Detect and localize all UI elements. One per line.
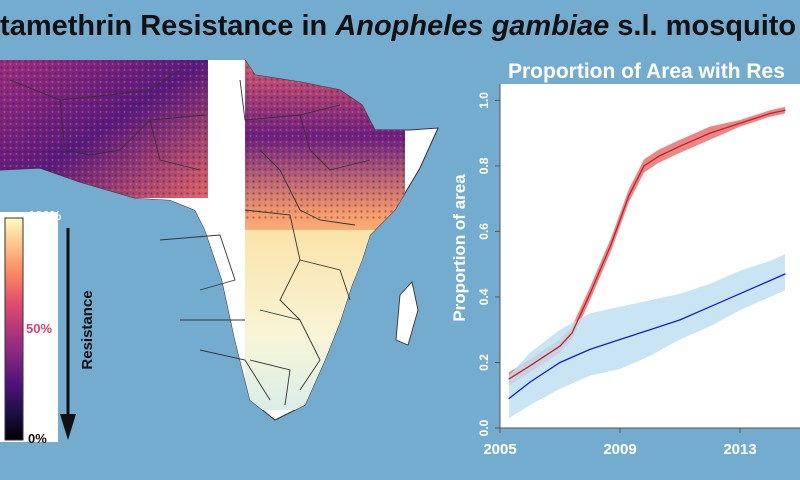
y-tick-label: 0.4 [477, 288, 491, 305]
legend-label-50: 50% [26, 321, 52, 336]
title-prefix: ltamethrin Resistance in [0, 10, 336, 42]
y-tick-label: 0.2 [477, 354, 491, 371]
legend-colorbar [4, 217, 24, 441]
resistance-legend: 100% 50% 0% Resistance [0, 208, 96, 446]
series-1-point [589, 348, 591, 350]
series-0-confidence-band [509, 106, 785, 386]
y-tick-label: 1.0 [477, 92, 491, 109]
chart-title: Proportion of Area with Res [508, 60, 785, 83]
figure-title: ltamethrin Resistance in Anopheles gambi… [0, 4, 800, 48]
series-0-line [508, 109, 786, 380]
madagascar [395, 281, 419, 346]
title-suffix: s.l. mosquito [609, 10, 797, 42]
series-0-point [679, 145, 681, 147]
series-1-point [649, 329, 651, 331]
legend-label-0: 0% [28, 431, 47, 446]
series-0-point [739, 122, 741, 124]
series-1-point [679, 319, 681, 321]
series-1-point [529, 381, 531, 383]
x-tick-label: 2009 [603, 441, 636, 458]
series-0-point [658, 155, 660, 157]
series-0-point [559, 345, 561, 347]
series-0-point [628, 194, 630, 196]
series-1-point [508, 397, 510, 400]
africa-resistance-map [0, 60, 439, 421]
series-1-point [709, 306, 711, 308]
y-tick-label: 0.0 [477, 419, 491, 436]
series-0-point [589, 293, 591, 295]
proportion-chart: 0.0 0.2 0.4 0.6 0.8 1.0 2005 2009 2013 Proportion… [450, 84, 800, 458]
series-0-point [643, 165, 645, 167]
series-1-point [769, 280, 771, 282]
legend-label-100: 100% [28, 208, 62, 223]
series-1-point [784, 273, 786, 275]
series-1-point [619, 338, 621, 341]
y-axis-label: Proportion of area [450, 174, 469, 322]
legend-arrow-head [60, 414, 76, 440]
y-tick-label: 0.6 [477, 223, 491, 240]
x-tick-label: 2013 [723, 441, 756, 458]
country-borders [9, 69, 371, 406]
series-1-confidence-band [509, 254, 785, 419]
series-0-point [508, 378, 510, 380]
series-1-point [739, 293, 741, 295]
series-0-point [784, 109, 786, 111]
series-1-point [559, 361, 561, 364]
series-0-point [769, 112, 771, 115]
southern-africa-resistance [245, 230, 395, 410]
series-0-point [709, 132, 711, 134]
title-species: Anopheles gambiae [335, 10, 610, 42]
series-0-point [610, 243, 612, 246]
series-0-point [529, 365, 531, 367]
y-tick-label: 0.8 [477, 157, 491, 174]
series-0-point [571, 332, 573, 334]
x-tick-label: 2005 [483, 441, 516, 458]
legend-arrow-label: Resistance [79, 290, 96, 369]
